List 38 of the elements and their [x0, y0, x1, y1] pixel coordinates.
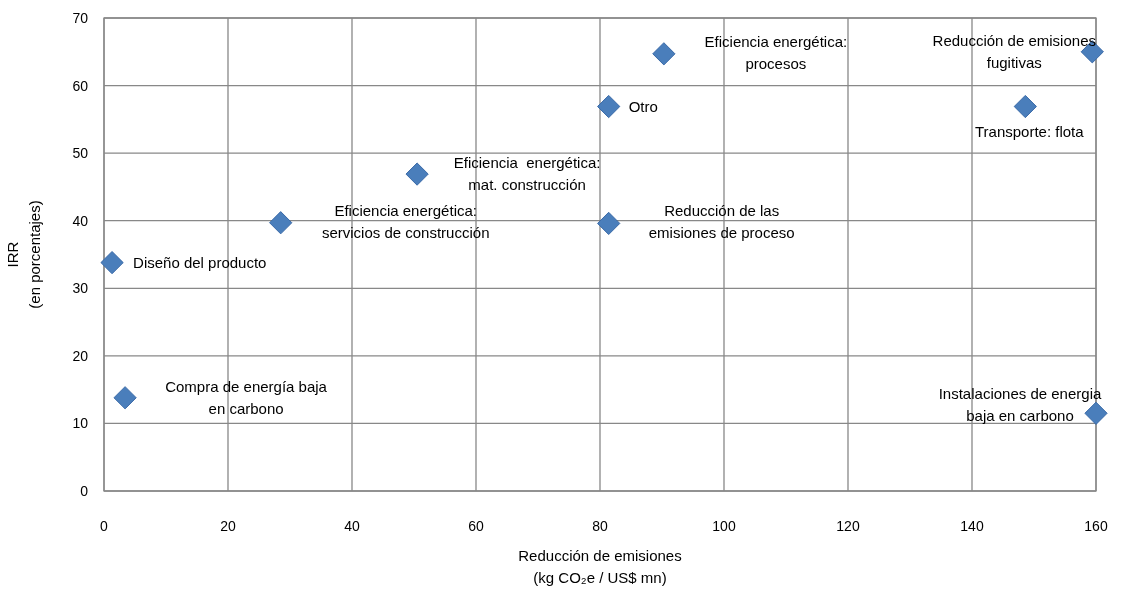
- x-axis-title: Reducción de emisiones (kg CO₂e / US$ mn): [518, 547, 682, 586]
- annotation: Diseño del producto: [133, 253, 267, 271]
- x-tick-label: 140: [960, 518, 984, 534]
- annotation: Instalaciones de energia baja en carbono: [938, 385, 1102, 425]
- y-tick-label: 0: [80, 483, 89, 499]
- annotation: Transporte: flota: [974, 122, 1085, 140]
- point: [1013, 94, 1037, 119]
- x-tick-label: 40: [344, 518, 360, 534]
- y-tick-label: 50: [72, 145, 89, 162]
- y-tick-label: 60: [72, 77, 89, 94]
- x-tick-label: 60: [468, 518, 484, 534]
- point: [652, 42, 676, 66]
- point: [100, 250, 124, 275]
- point: [113, 386, 137, 410]
- annotation: Compra de energía baja en carbono: [165, 377, 328, 417]
- point: [269, 211, 293, 235]
- point: [597, 94, 621, 119]
- annotation: Eficiencia energética: mat. construcción: [453, 154, 601, 194]
- y-tick-label: 70: [72, 10, 89, 26]
- annotation: Reducción de emisiones fugitivas: [932, 31, 1096, 71]
- x-tick-label: 20: [220, 518, 236, 534]
- annotation: Eficiencia energética: servicios de construcción: [321, 201, 490, 241]
- y-tick-label: 40: [72, 212, 89, 229]
- point: [405, 162, 429, 186]
- y-tick-label: 30: [72, 280, 89, 297]
- annotation: Reducción de las emisiones de proceso: [648, 202, 795, 242]
- y-axis-title: IRR (en porcentajes): [4, 200, 43, 309]
- y-tick-label: 10: [72, 415, 89, 432]
- x-tick-label: 100: [712, 518, 736, 534]
- point: [1084, 401, 1108, 425]
- annotation: Eficiencia energética: procesos: [704, 32, 848, 72]
- annotation: Otro: [628, 97, 658, 115]
- x-tick-label: 160: [1084, 518, 1108, 534]
- x-tick-label: 80: [592, 518, 608, 534]
- point: [597, 211, 621, 236]
- y-tick-label: 20: [72, 347, 89, 364]
- x-tick-label: 0: [100, 518, 109, 534]
- x-tick-label: 120: [836, 518, 860, 534]
